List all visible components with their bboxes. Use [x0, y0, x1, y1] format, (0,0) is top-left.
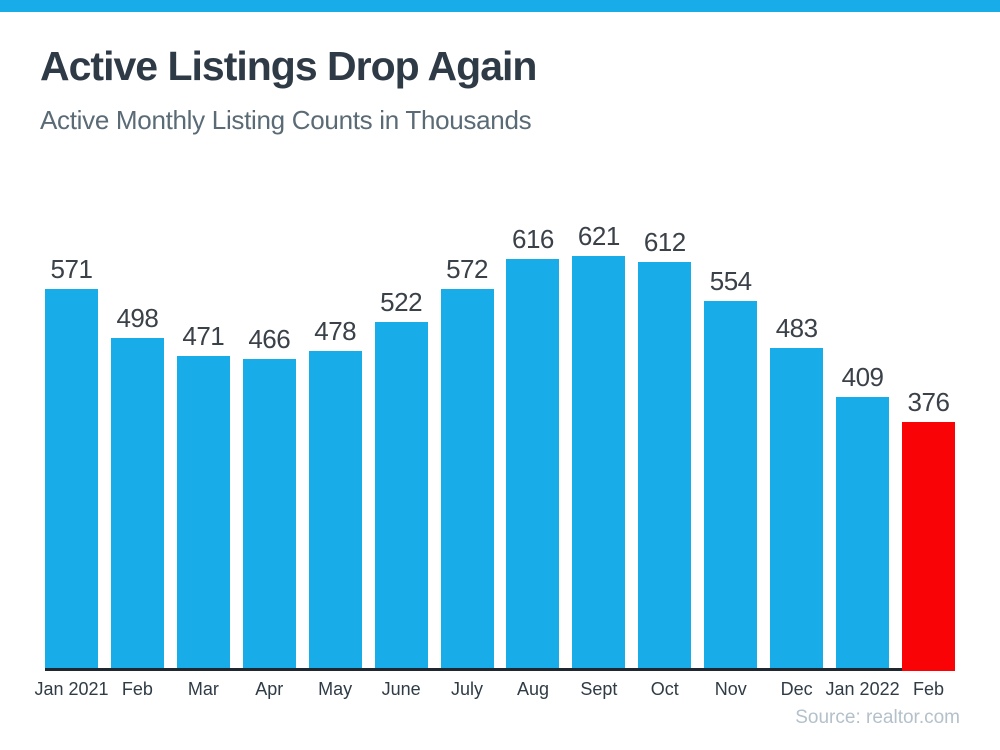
bar-group: 498 — [110, 302, 164, 668]
x-axis-label: May — [318, 679, 353, 699]
bar-value-label: 466 — [248, 323, 291, 354]
bar-group: 376 — [901, 386, 955, 671]
x-axis-label: Jan 2021 — [34, 679, 109, 699]
bar-group: 483 — [770, 312, 824, 668]
bar-group: 478 — [308, 315, 362, 668]
bar-value-label: 616 — [512, 224, 554, 255]
bar-group: 522 — [374, 286, 428, 668]
bars-row: 571 498 471 466 478 522 572 616 621 612 554 483 409 3… — [45, 214, 955, 671]
bar-group: 616 — [506, 224, 560, 668]
bar-value-label: 498 — [116, 302, 159, 333]
chart-subtitle: Active Monthly Listing Counts in Thousan… — [40, 105, 532, 135]
bar-chart: 571 498 471 466 478 522 572 616 621 612 554 483 409 3… — [34, 214, 955, 699]
bar-value-label: 554 — [709, 265, 752, 296]
bar — [836, 396, 890, 668]
bar — [506, 259, 560, 668]
x-axis-label: Jan 2022 — [825, 679, 900, 699]
bar — [572, 256, 626, 668]
bar — [770, 347, 824, 668]
bar — [45, 289, 98, 668]
bar — [704, 300, 758, 668]
bar-value-label: 522 — [380, 286, 423, 317]
bar-group: 621 — [572, 221, 626, 668]
x-axis-label: Nov — [714, 679, 747, 699]
bar-group: 409 — [836, 361, 890, 668]
x-axis-label: Feb — [912, 679, 944, 699]
bar-group: 612 — [638, 227, 692, 668]
x-axis-label: Apr — [255, 679, 284, 699]
bar — [176, 355, 230, 668]
bar-highlighted — [901, 421, 955, 671]
x-axis-label: June — [381, 679, 421, 699]
bar-value-label: 478 — [314, 315, 357, 346]
chart-title: Active Listings Drop Again — [40, 43, 537, 89]
bar-group: 466 — [242, 323, 296, 668]
x-axis-label: July — [451, 679, 484, 699]
top-accent-bar — [0, 0, 1000, 12]
bar — [440, 288, 494, 668]
bar-group: 571 — [45, 256, 98, 668]
bar-value-label: 572 — [446, 253, 488, 284]
bar-value-label: 409 — [841, 361, 884, 392]
bar-group: 572 — [440, 253, 494, 668]
bar-value-label: 471 — [182, 320, 225, 351]
bar — [374, 321, 428, 668]
bar — [242, 358, 296, 668]
bar-value-label: 621 — [577, 221, 620, 251]
x-axis-label: Aug — [516, 679, 549, 699]
bar-group: 471 — [176, 320, 230, 668]
bar — [110, 337, 164, 668]
source-credit: Source: realtor.com — [795, 707, 960, 728]
bar — [308, 350, 362, 668]
x-axis-label: Dec — [780, 679, 813, 699]
bar-value-label: 571 — [50, 254, 93, 285]
x-axis-line — [45, 668, 955, 671]
bar-value-label: 483 — [775, 312, 818, 343]
bar-value-label: 612 — [643, 227, 686, 257]
x-axis-label: Oct — [650, 679, 679, 699]
x-axis-label: Mar — [187, 679, 219, 699]
x-axis-label: Feb — [121, 679, 153, 699]
bar — [638, 262, 692, 668]
bar-value-label: 376 — [907, 386, 950, 417]
bar-group: 554 — [704, 265, 758, 668]
xaxis-labels-row: Jan 2021 Feb Mar Apr May June July Aug Sept Oct No… — [34, 679, 955, 699]
x-axis-label: Sept — [580, 679, 618, 699]
